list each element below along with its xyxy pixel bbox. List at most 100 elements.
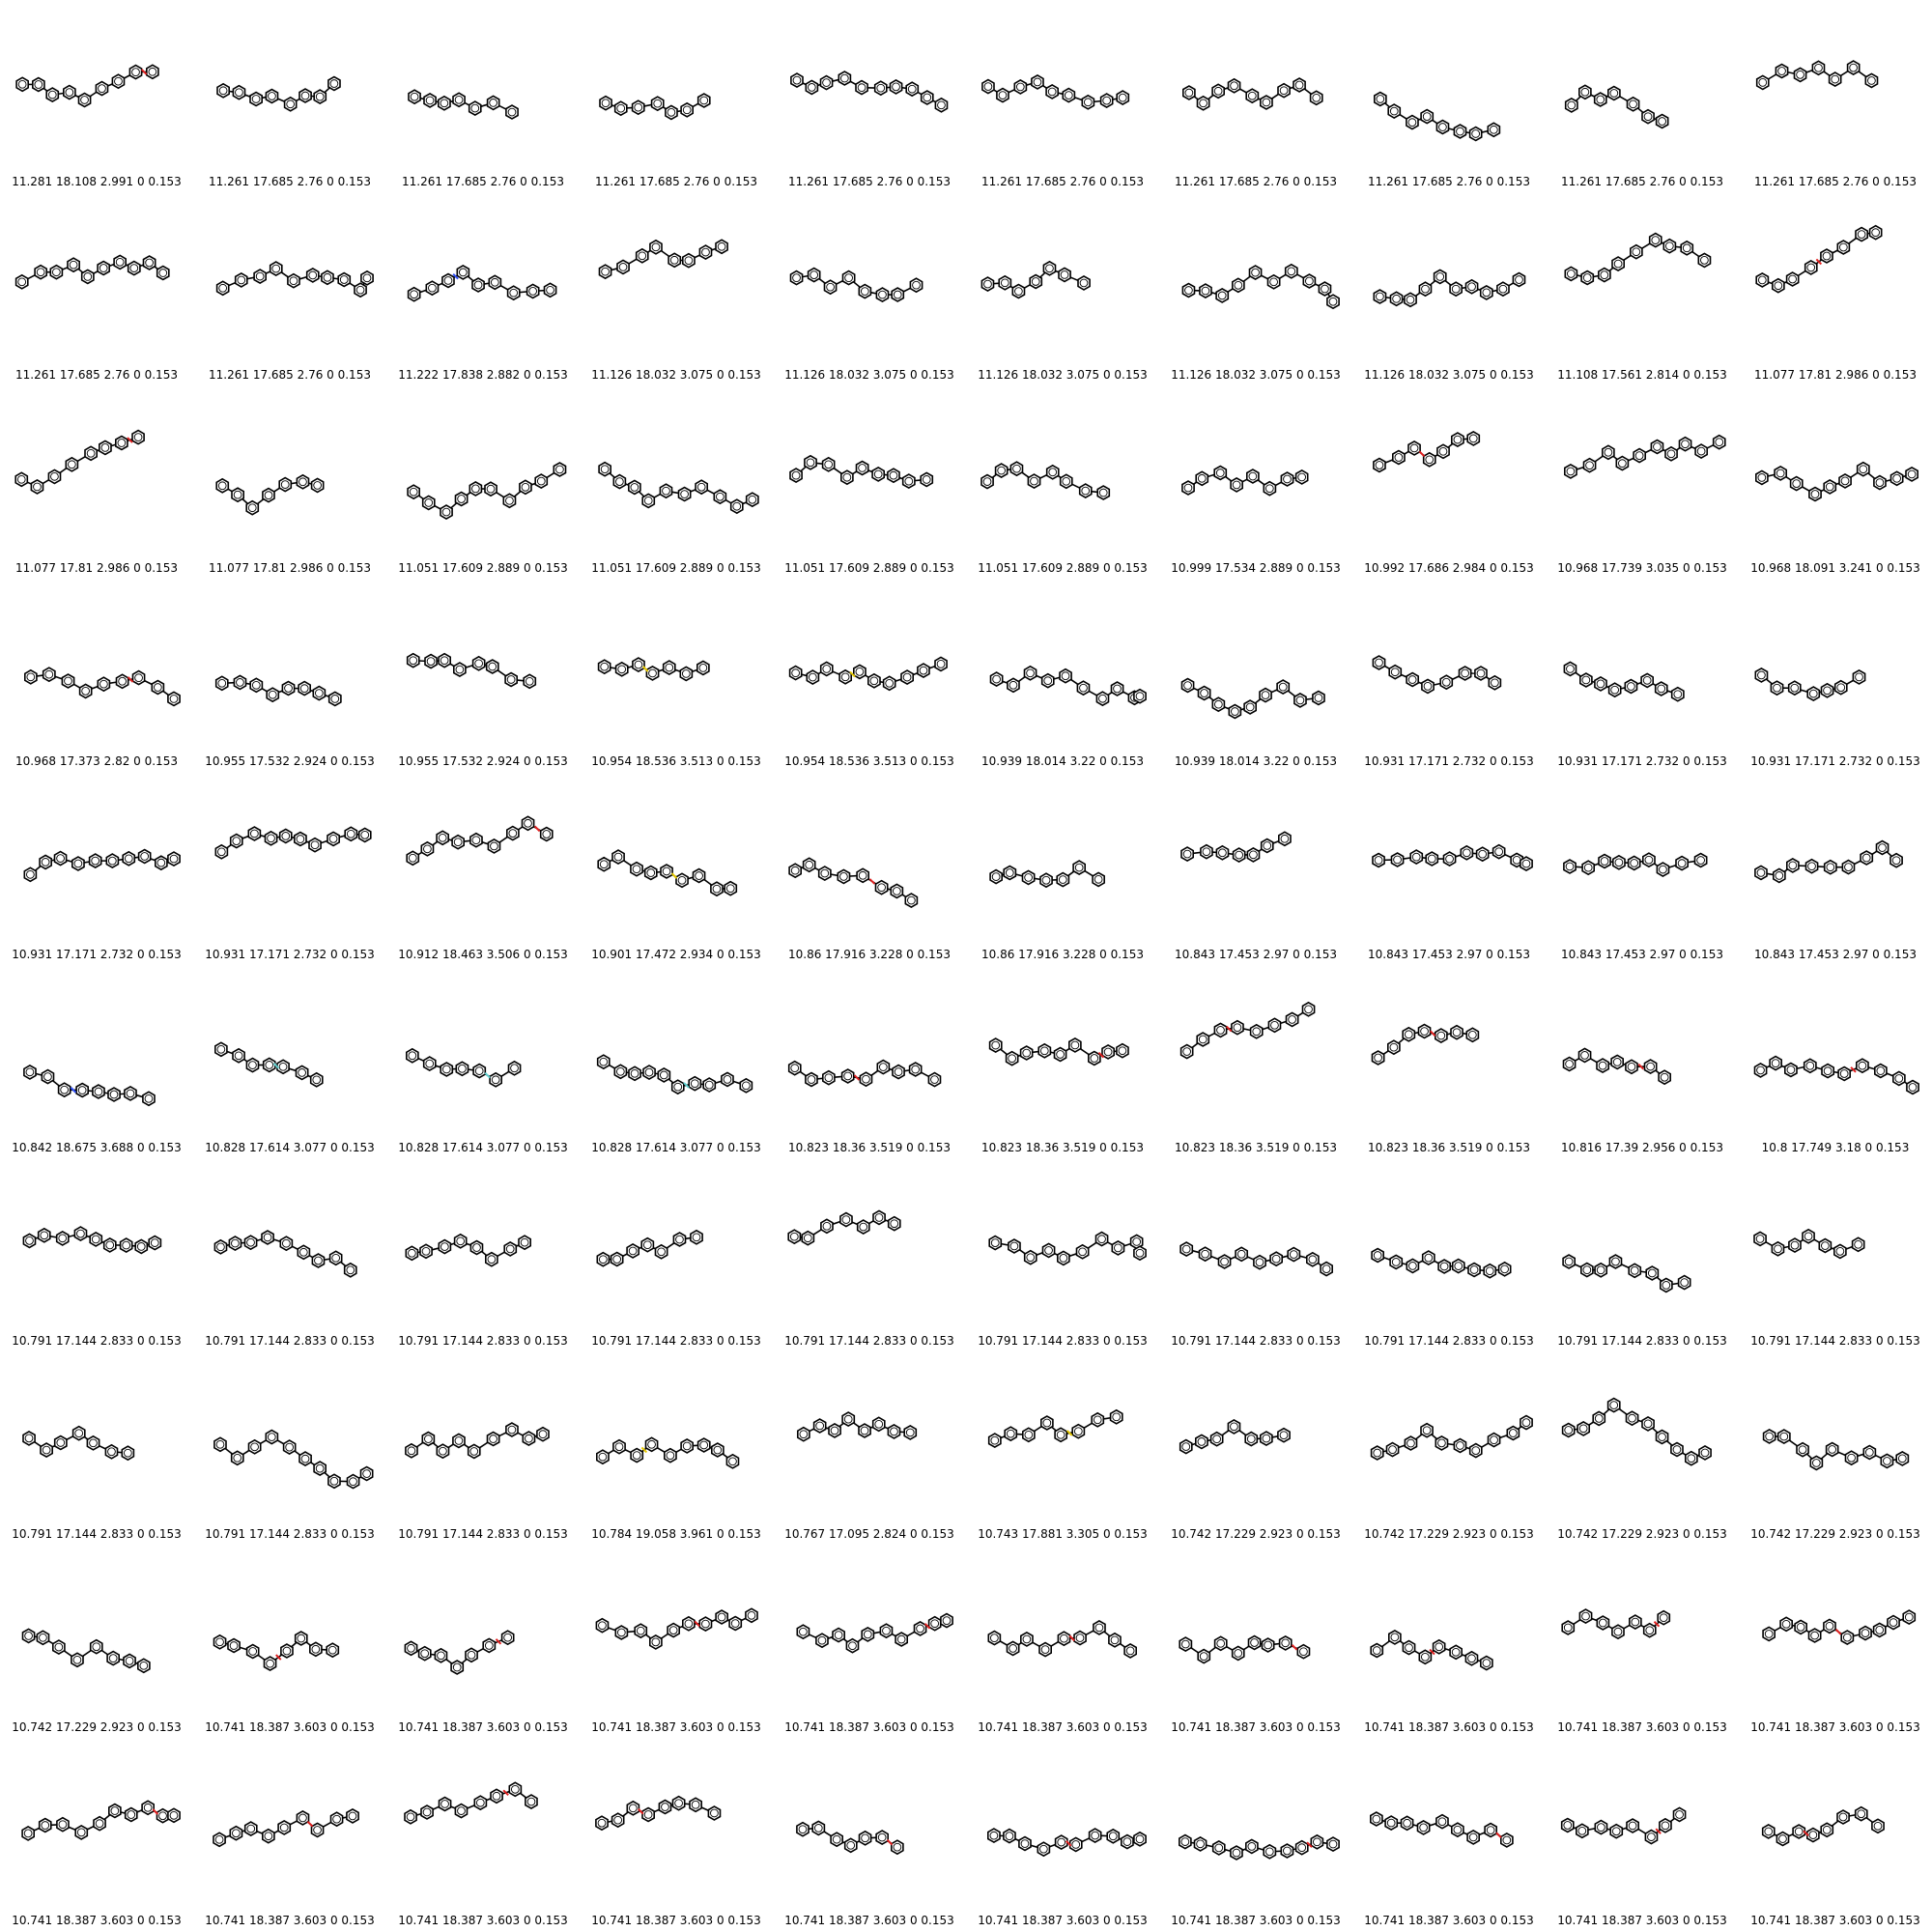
aromatic-bond [600,465,610,474]
molecule-score-caption: 10.843 17.453 2.97 0 0.153 [1754,948,1917,961]
aromatic-bond [505,1244,515,1254]
aromatic-bond [1313,1837,1321,1847]
benzene-ring [329,1811,344,1828]
molecule-structure-drawing [215,473,325,516]
benzene-ring [142,255,156,270]
benzene-ring [421,1431,436,1447]
benzene-ring [55,1230,70,1246]
benzene-ring [156,265,170,281]
benzene-ring [108,1803,122,1819]
aromatic-bond [1015,82,1025,92]
molecule-score-caption: 10.742 17.229 2.923 0 0.153 [1750,1527,1920,1541]
aromatic-bond [1125,1646,1135,1656]
benzene-ring [327,831,340,847]
aromatic-bond [91,856,100,866]
aromatic-bond [1012,464,1021,473]
oxygen-atom [1225,1025,1233,1033]
molecule-cell: 10.828 17.614 3.077 0 0.153 [386,966,580,1159]
aromatic-bond [1420,1027,1429,1036]
benzene-ring [920,90,934,105]
benzene-ring [151,679,165,696]
benzene-ring [1040,1415,1054,1431]
aromatic-bond [313,1826,322,1834]
aromatic-bond [25,1067,35,1077]
molecule-cell: 10.743 17.881 3.305 0 0.153 [966,1352,1159,1546]
aromatic-bond [525,1434,533,1443]
aromatic-bond [1279,86,1289,96]
benzene-ring [23,867,38,883]
benzene-ring [104,1443,119,1460]
molecule-cell: 10.823 18.36 3.519 0 0.153 [1159,966,1352,1159]
benzene-ring [821,1069,836,1086]
molecule-cell: 11.261 17.685 2.76 0 0.153 [580,0,773,193]
benzene-ring [1435,1435,1449,1451]
molecule-cell: 11.126 18.032 3.075 0 0.153 [580,193,773,386]
benzene-ring [30,478,44,495]
benzene-ring [1484,1822,1497,1838]
benzene-ring [1068,1836,1083,1853]
aromatic-bond [1033,77,1042,87]
molecule-structure-drawing [1372,655,1502,695]
benzene-ring [279,1236,294,1252]
benzene-ring [1195,470,1209,487]
aromatic-bond [1810,1631,1819,1640]
molecule-structure-drawing [986,1828,1147,1858]
aromatic-bond [1611,1257,1620,1266]
aromatic-bond [237,275,246,285]
benzene-ring [1453,124,1467,139]
benzene-ring [1905,466,1918,482]
benzene-ring [1644,1829,1659,1845]
benzene-ring [312,685,327,701]
benzene-ring [789,468,803,484]
aromatic-bond [597,1818,607,1828]
aromatic-bond [1700,256,1709,265]
aromatic-bond [1646,1062,1655,1071]
aromatic-bond [1262,98,1271,107]
benzene-ring [277,1819,292,1835]
benzene-ring [1754,865,1768,881]
benzene-ring [436,830,449,846]
molecule-structure-drawing [213,1807,359,1848]
benzene-ring [1698,1444,1712,1461]
benzene-ring [1846,60,1861,76]
benzene-ring [1512,271,1526,288]
benzene-ring [230,1450,244,1466]
aromatic-bond [248,1061,257,1069]
aromatic-bond [1287,267,1296,276]
benzene-ring [1479,284,1493,300]
aromatic-bond [646,868,656,877]
molecule-score-caption: 11.261 17.685 2.76 0 0.153 [209,368,371,382]
aromatic-bond [1644,855,1654,865]
aromatic-bond [1600,270,1609,279]
benzene-ring [407,286,421,302]
benzene-ring [698,244,713,261]
aromatic-bond [467,1650,476,1660]
benzene-ring [265,1429,279,1445]
aromatic-bond [452,1662,462,1672]
aromatic-bond [1215,469,1225,477]
aromatic-bond [653,99,663,108]
aromatic-bond [424,498,434,507]
benzene-ring [1302,273,1317,289]
aromatic-bond [315,92,325,101]
molecule-cell: 10.843 17.453 2.97 0 0.153 [1159,773,1352,966]
molecule-structure-drawing [404,1781,538,1825]
benzene-ring [1260,838,1274,854]
benzene-ring [1806,686,1821,702]
benzene-ring [1624,678,1638,695]
benzene-ring [1607,682,1622,698]
molecule-cell: 10.954 18.536 3.513 0 0.153 [580,580,773,773]
molecule-score-caption: 10.791 17.144 2.833 0 0.153 [398,1334,568,1348]
aromatic-bond [1009,1644,1017,1653]
benzene-ring [539,826,554,842]
benzene-ring [36,1630,50,1646]
molecule-score-caption: 11.051 17.609 2.889 0 0.153 [978,561,1148,575]
aromatic-bond [1681,440,1690,449]
aromatic-bond [599,860,609,869]
aromatic-bond [1438,123,1447,131]
benzene-ring [278,828,293,844]
aromatic-bond [1627,682,1635,691]
molecule-cell: 10.816 17.39 2.956 0 0.153 [1546,966,1739,1159]
molecule-cell: 10.741 18.387 3.603 0 0.153 [966,1546,1159,1739]
aromatic-bond [691,1800,700,1809]
